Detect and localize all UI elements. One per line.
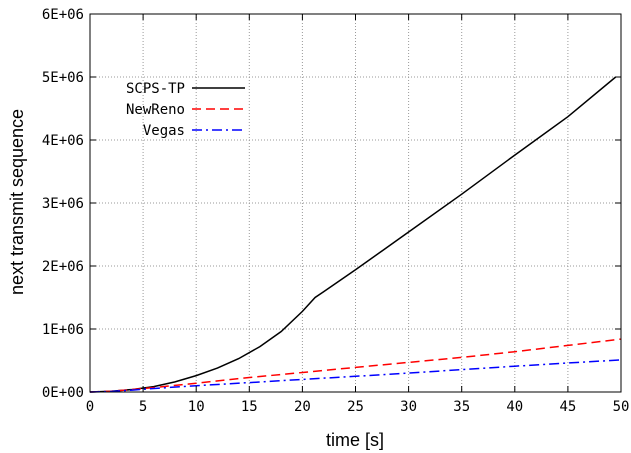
x-tick-label: 5 [139, 399, 147, 415]
y-axis-title: next transmit sequence [7, 109, 27, 295]
x-tick-label: 10 [188, 399, 205, 415]
y-tick-label: 3E+06 [42, 196, 84, 212]
y-tick-label: 2E+06 [42, 259, 84, 275]
y-tick-label: 4E+06 [42, 133, 84, 149]
x-tick-label: 45 [559, 399, 576, 415]
legend-label: NewReno [126, 102, 185, 118]
grid-layer [90, 14, 621, 392]
x-tick-label: 50 [613, 399, 630, 415]
y-tick-label: 0E+00 [42, 385, 84, 401]
y-tick-label: 6E+06 [42, 7, 84, 23]
series-line-scps-tp [89, 76, 617, 393]
y-tick-label: 1E+06 [42, 322, 84, 338]
x-axis-title: time [s] [326, 430, 384, 450]
x-tick-label: 40 [506, 399, 523, 415]
x-tick-label: 25 [347, 399, 364, 415]
y-tick-label: 5E+06 [42, 70, 84, 86]
x-tick-label: 30 [400, 399, 417, 415]
series-layer [89, 76, 622, 393]
legend-label: SCPS-TP [126, 81, 185, 97]
series-line-vegas [89, 359, 622, 393]
x-tick-label: 35 [453, 399, 470, 415]
x-tick-label: 20 [294, 399, 311, 415]
legend: SCPS-TP NewReno Vegas [126, 81, 245, 139]
x-tick-label: 0 [86, 399, 94, 415]
tick-layer: 0 5 10 15 20 25 30 35 40 45 50 0E+00 1E+06 2E+06 3E+06… [42, 7, 630, 415]
x-tick-label: 15 [241, 399, 258, 415]
legend-label: Vegas [143, 123, 185, 139]
